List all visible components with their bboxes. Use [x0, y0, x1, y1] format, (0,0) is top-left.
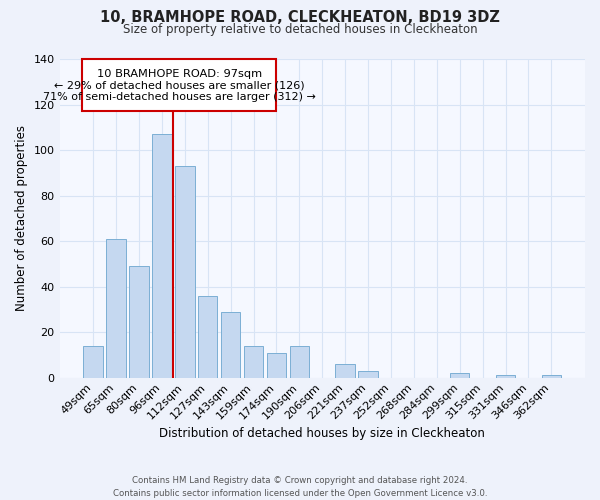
FancyBboxPatch shape [82, 59, 277, 112]
Text: Contains HM Land Registry data © Crown copyright and database right 2024.
Contai: Contains HM Land Registry data © Crown c… [113, 476, 487, 498]
Text: 10 BRAMHOPE ROAD: 97sqm: 10 BRAMHOPE ROAD: 97sqm [97, 69, 262, 79]
Bar [152, 134, 172, 378]
Bar [244, 346, 263, 378]
Bar [106, 239, 126, 378]
Text: 71% of semi-detached houses are larger (312) →: 71% of semi-detached houses are larger (… [43, 92, 316, 102]
Y-axis label: Number of detached properties: Number of detached properties [15, 126, 28, 312]
Bar [290, 346, 309, 378]
Bar [335, 364, 355, 378]
Bar [267, 352, 286, 378]
Bar [175, 166, 194, 378]
Bar [542, 376, 561, 378]
Bar [358, 371, 378, 378]
Bar [198, 296, 217, 378]
Bar [450, 373, 469, 378]
Bar [221, 312, 241, 378]
Bar [496, 376, 515, 378]
Bar [129, 266, 149, 378]
Text: 10, BRAMHOPE ROAD, CLECKHEATON, BD19 3DZ: 10, BRAMHOPE ROAD, CLECKHEATON, BD19 3DZ [100, 10, 500, 25]
X-axis label: Distribution of detached houses by size in Cleckheaton: Distribution of detached houses by size … [160, 427, 485, 440]
Bar [83, 346, 103, 378]
Text: ← 29% of detached houses are smaller (126): ← 29% of detached houses are smaller (12… [54, 80, 304, 90]
Text: Size of property relative to detached houses in Cleckheaton: Size of property relative to detached ho… [122, 22, 478, 36]
